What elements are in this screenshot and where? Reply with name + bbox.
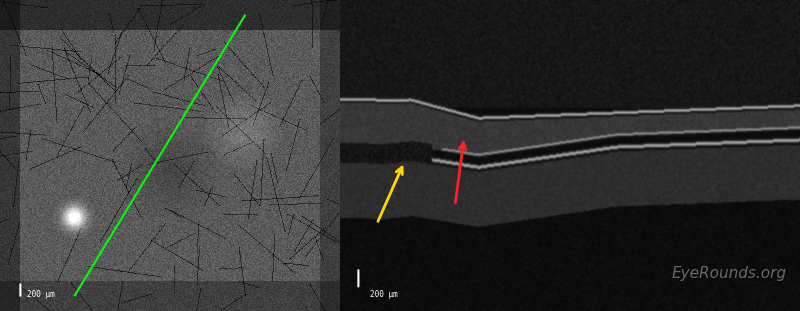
- Text: 200 μm: 200 μm: [370, 290, 398, 299]
- Text: 200 μm: 200 μm: [27, 290, 55, 299]
- Text: EyeRounds.org: EyeRounds.org: [671, 266, 786, 281]
